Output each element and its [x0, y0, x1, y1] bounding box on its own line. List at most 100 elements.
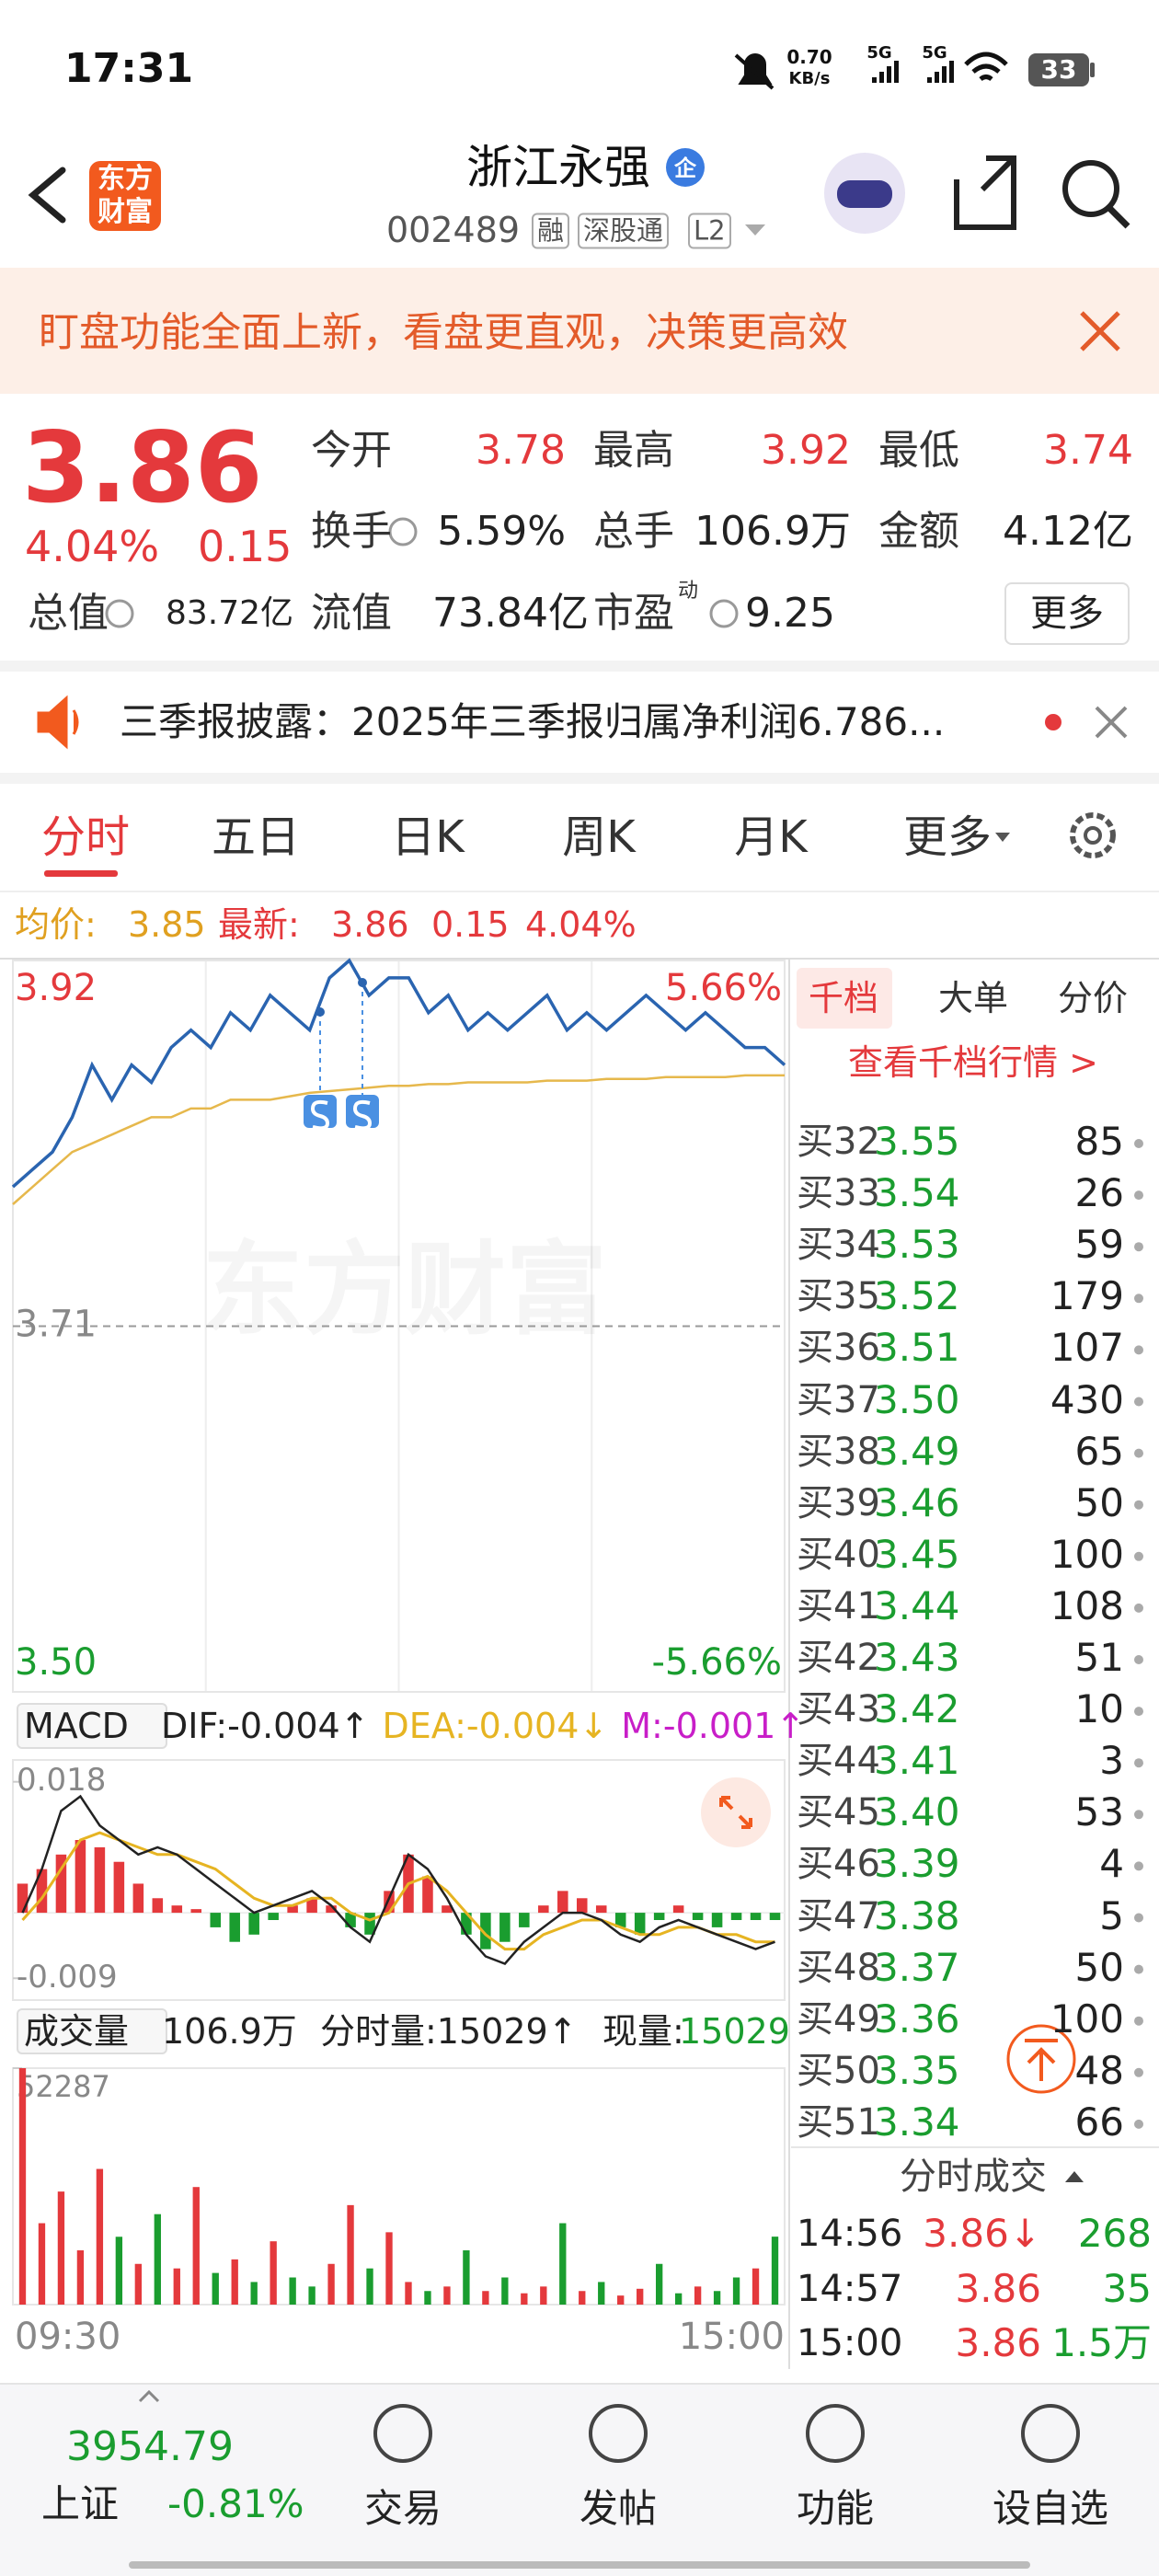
- order-qty: 5: [1099, 1892, 1124, 1938]
- active-panel-tab-bg: [797, 968, 892, 1029]
- volume-bar: [347, 2204, 354, 2305]
- nav-icon[interactable]: [373, 2404, 432, 2463]
- order-qty: 4: [1099, 1841, 1124, 1887]
- trade-qty: 268: [1077, 2211, 1152, 2256]
- nav-label[interactable]: 交易: [363, 2486, 442, 2531]
- order-dot: [1134, 1655, 1143, 1664]
- order-price: 3.43: [874, 1635, 960, 1680]
- speaker-icon[interactable]: [37, 695, 79, 750]
- signal-bar: [879, 72, 884, 83]
- volume-bar: [154, 2214, 161, 2305]
- macd-bar: [132, 1883, 144, 1914]
- banner-text[interactable]: 盯盘功能全面上新，看盘更直观，决策更高效: [39, 309, 848, 356]
- order-dot: [1134, 1913, 1143, 1923]
- volume-bar: [482, 2291, 489, 2305]
- macd-bar: [287, 1905, 298, 1914]
- chart-tab[interactable]: 日K: [391, 811, 465, 863]
- chart-tab[interactable]: 五日: [211, 811, 301, 863]
- sell-marker[interactable]: [304, 1095, 337, 1128]
- order-dot: [1134, 1397, 1143, 1407]
- y-tick-label: -0.009: [17, 1959, 118, 1995]
- tab-more-arrow: [995, 833, 1010, 842]
- volume-bar: [424, 2291, 431, 2305]
- news-close[interactable]: [1095, 706, 1128, 739]
- network-type: 5G: [922, 43, 947, 63]
- nav-icon[interactable]: [806, 2404, 865, 2463]
- settings-button[interactable]: [1070, 812, 1116, 858]
- trade-marker-dot: [358, 978, 367, 987]
- signal-bar: [872, 77, 877, 83]
- volume-bar: [308, 2286, 316, 2305]
- order-qty: 53: [1074, 1789, 1124, 1835]
- trades-title: 分时成交: [900, 2156, 1047, 2198]
- order-qty: 108: [1050, 1582, 1124, 1628]
- banner-bg: [0, 268, 1159, 394]
- volume-bar: [443, 2286, 451, 2305]
- order-level: 买38: [797, 1430, 880, 1473]
- index-change[interactable]: -0.81%: [167, 2481, 304, 2526]
- order-level: 买49: [797, 1997, 880, 2041]
- volume-bar: [405, 2282, 412, 2305]
- order-dot: [1134, 2119, 1143, 2129]
- order-dot: [1134, 1810, 1143, 1820]
- order-price: 3.36: [874, 1995, 960, 2041]
- order-qty: 179: [1050, 1273, 1124, 1319]
- y-tick-label: 3.71: [15, 1304, 97, 1346]
- more-button[interactable]: 更多: [1004, 582, 1130, 645]
- quote-label: 今开: [311, 427, 392, 474]
- expand-button[interactable]: [701, 1777, 771, 1847]
- volume-bar: [713, 2291, 721, 2305]
- order-price: 3.53: [874, 1222, 960, 1268]
- panel-tab[interactable]: 大单: [937, 978, 1009, 1018]
- order-level: 买45: [797, 1791, 880, 1834]
- news-text[interactable]: 三季报披露：2025年三季报归属净利润6.786...: [120, 699, 946, 744]
- latest-label: 最新:: [218, 904, 300, 945]
- nav-icon[interactable]: [1021, 2404, 1080, 2463]
- order-book-link[interactable]: 查看千档行情 >: [848, 1042, 1098, 1083]
- chart-tab[interactable]: 分时: [40, 811, 131, 863]
- macd-selector[interactable]: MACD: [17, 1703, 167, 1749]
- chart-tab[interactable]: 更多: [902, 811, 993, 863]
- info-icon[interactable]: [388, 517, 418, 546]
- banner-close[interactable]: [1080, 311, 1120, 351]
- quote-value: 9.25: [745, 590, 835, 637]
- volume-bar: [76, 2250, 85, 2305]
- search-button[interactable]: [1062, 160, 1119, 217]
- network-speed-unit: KB/s: [788, 69, 831, 88]
- sell-marker[interactable]: [346, 1095, 379, 1128]
- order-dot: [1134, 1551, 1143, 1561]
- order-level: 买44: [797, 1740, 880, 1783]
- nav-label[interactable]: 发帖: [579, 2486, 658, 2531]
- stock-name: 浙江永强: [466, 141, 650, 194]
- stock-code: 002489: [386, 210, 521, 250]
- nav-label[interactable]: 功能: [796, 2486, 875, 2531]
- settings-center: [1084, 826, 1102, 845]
- quote-value: 3.92: [761, 427, 851, 474]
- home-indicator: [129, 2561, 1030, 2569]
- volume-bar: [18, 2068, 27, 2305]
- watermark: 东方财富: [202, 1231, 607, 1349]
- nav-icon[interactable]: [589, 2404, 648, 2463]
- unread-dot: [1045, 714, 1061, 730]
- volume-bar: [463, 2250, 470, 2305]
- volume-selector[interactable]: 成交量: [17, 2008, 168, 2054]
- volume-bar: [270, 2241, 277, 2305]
- volume-bar: [694, 2286, 702, 2305]
- panel-tab[interactable]: 千档: [808, 978, 879, 1018]
- chart-tab[interactable]: 月K: [734, 811, 808, 863]
- order-qty: 51: [1074, 1635, 1124, 1680]
- nav-label[interactable]: 设自选: [992, 2486, 1109, 2531]
- info-icon[interactable]: [105, 599, 134, 628]
- index-name[interactable]: 上证: [41, 2481, 120, 2526]
- chart-tab[interactable]: 周K: [562, 811, 636, 863]
- panel-tab[interactable]: 分价: [1057, 978, 1129, 1018]
- sell-marker-glyph: [310, 1099, 330, 1131]
- app-logo[interactable]: 东方财富: [89, 161, 161, 231]
- order-dot: [1134, 1190, 1143, 1201]
- back-button[interactable]: [28, 167, 66, 224]
- share-button[interactable]: [954, 155, 1016, 230]
- dif-line: [21, 1794, 775, 1965]
- index-value[interactable]: 3954.79: [66, 2423, 234, 2470]
- signal-bar: [942, 66, 947, 83]
- info-icon[interactable]: [709, 599, 739, 628]
